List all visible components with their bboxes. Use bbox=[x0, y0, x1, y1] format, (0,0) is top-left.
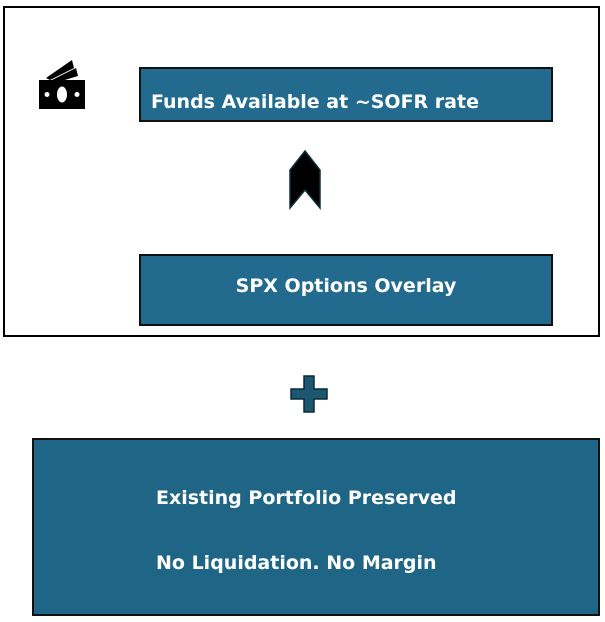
spx-options-overlay-box: SPX Options Overlay bbox=[139, 254, 553, 326]
spx-options-overlay-label: SPX Options Overlay bbox=[235, 275, 457, 297]
plus-icon bbox=[290, 375, 328, 413]
existing-portfolio-label: Existing Portfolio Preserved bbox=[156, 487, 457, 509]
funds-available-label: Funds Available at ~SOFR rate bbox=[151, 91, 479, 113]
no-liquidation-label: No Liquidation. No Margin bbox=[156, 552, 437, 574]
money-icon bbox=[39, 60, 85, 109]
funds-available-box: Funds Available at ~SOFR rate bbox=[139, 67, 553, 122]
existing-portfolio-box: Existing Portfolio Preserved No Liquidat… bbox=[32, 438, 600, 616]
overlay-frame bbox=[3, 6, 600, 337]
chevron-up-arrow-icon bbox=[289, 150, 321, 210]
